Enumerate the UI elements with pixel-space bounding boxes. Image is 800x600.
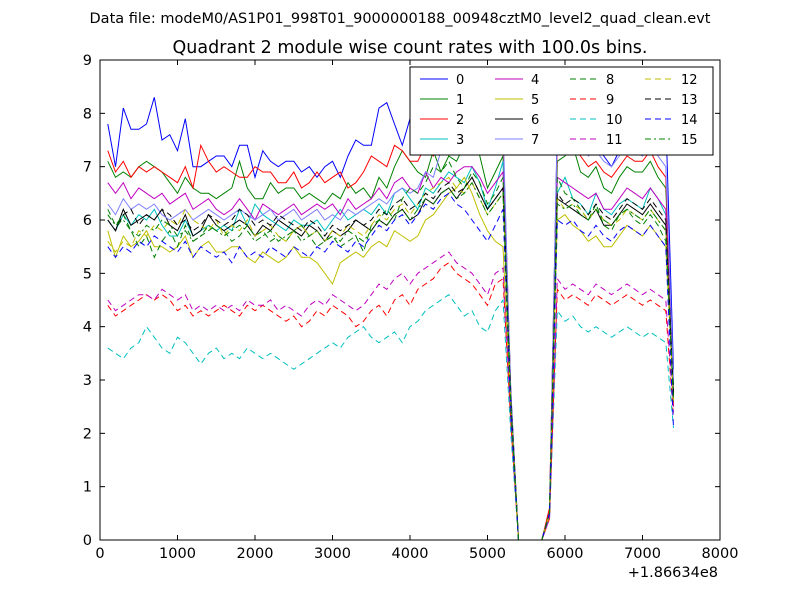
series-line-6 <box>107 176 674 540</box>
legend-label-1: 1 <box>456 93 464 108</box>
series-line-10 <box>107 294 674 540</box>
y-tick-label: 0 <box>83 533 92 549</box>
y-tick-label: 2 <box>83 426 92 442</box>
x-tick-label: 4000 <box>392 546 429 562</box>
legend-label-11: 11 <box>606 133 623 148</box>
x-tick-label: 8000 <box>702 546 739 562</box>
series-line-13 <box>107 176 674 540</box>
legend-label-7: 7 <box>531 133 539 148</box>
data-file-label: Data file: modeM0/AS1P01_998T01_90000001… <box>90 11 711 27</box>
legend-label-14: 14 <box>681 113 698 128</box>
legend-label-5: 5 <box>531 93 539 108</box>
series-line-4 <box>107 166 674 540</box>
series-line-5 <box>107 176 674 540</box>
legend-label-6: 6 <box>531 113 539 128</box>
y-tick-label: 7 <box>83 160 92 176</box>
legend-label-12: 12 <box>681 73 698 88</box>
x-offset-label: +1.86634e8 <box>628 565 718 581</box>
legend-label-10: 10 <box>606 113 623 128</box>
legend-label-3: 3 <box>456 133 464 148</box>
y-tick-label: 5 <box>83 266 92 282</box>
x-tick-label: 6000 <box>547 546 584 562</box>
y-tick-label: 3 <box>83 373 92 389</box>
series-line-9 <box>107 262 674 540</box>
series-line-12 <box>107 176 674 540</box>
x-tick-label: 1000 <box>159 546 196 562</box>
y-tick-label: 9 <box>83 53 92 69</box>
series-line-8 <box>107 160 674 540</box>
legend-label-8: 8 <box>606 73 614 88</box>
legend-label-13: 13 <box>681 93 698 108</box>
x-tick-label: 7000 <box>624 546 661 562</box>
legend-box <box>409 66 714 156</box>
legend-label-15: 15 <box>681 133 698 148</box>
legend-label-9: 9 <box>606 93 614 108</box>
chart-title: Quadrant 2 module wise count rates with … <box>173 38 648 58</box>
x-tick-label: 2000 <box>237 546 274 562</box>
legend-label-0: 0 <box>456 73 464 88</box>
series-line-14 <box>107 192 674 540</box>
x-tick-label: 0 <box>95 546 104 562</box>
series-line-15 <box>107 181 674 540</box>
y-tick-label: 4 <box>83 320 92 336</box>
series-line-1 <box>107 133 674 540</box>
series-line-11 <box>107 251 674 540</box>
y-tick-label: 6 <box>83 213 92 229</box>
legend-label-2: 2 <box>456 113 464 128</box>
x-tick-label: 5000 <box>469 546 506 562</box>
legend-label-4: 4 <box>531 73 539 88</box>
x-tick-label: 3000 <box>314 546 351 562</box>
series-layer <box>107 75 674 540</box>
x-axis: 0 1000 2000 3000 4000 5000 6000 7000 8000 <box>95 60 738 562</box>
y-tick-label: 1 <box>83 480 92 496</box>
y-tick-label: 8 <box>83 106 92 122</box>
series-line-3 <box>107 161 674 540</box>
